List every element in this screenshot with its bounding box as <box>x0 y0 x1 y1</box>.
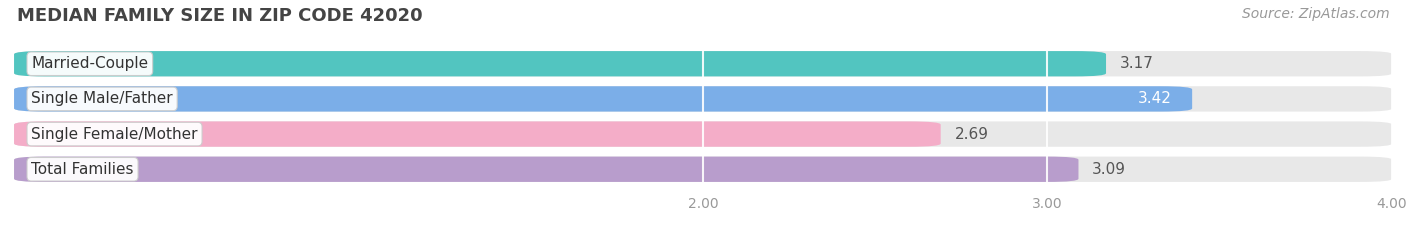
Text: Single Male/Father: Single Male/Father <box>31 91 173 106</box>
Text: Source: ZipAtlas.com: Source: ZipAtlas.com <box>1241 7 1389 21</box>
Text: Total Families: Total Families <box>31 162 134 177</box>
FancyBboxPatch shape <box>14 86 1392 112</box>
FancyBboxPatch shape <box>14 157 1392 182</box>
FancyBboxPatch shape <box>14 51 1107 76</box>
Text: MEDIAN FAMILY SIZE IN ZIP CODE 42020: MEDIAN FAMILY SIZE IN ZIP CODE 42020 <box>17 7 422 25</box>
FancyBboxPatch shape <box>14 51 1392 76</box>
Text: Single Female/Mother: Single Female/Mother <box>31 127 198 142</box>
FancyBboxPatch shape <box>14 121 941 147</box>
FancyBboxPatch shape <box>14 157 1078 182</box>
Text: 3.09: 3.09 <box>1092 162 1126 177</box>
FancyBboxPatch shape <box>14 86 1192 112</box>
Text: 3.42: 3.42 <box>1137 91 1171 106</box>
FancyBboxPatch shape <box>14 121 1392 147</box>
Text: 3.17: 3.17 <box>1119 56 1154 71</box>
Text: 2.69: 2.69 <box>955 127 988 142</box>
Text: Married-Couple: Married-Couple <box>31 56 149 71</box>
